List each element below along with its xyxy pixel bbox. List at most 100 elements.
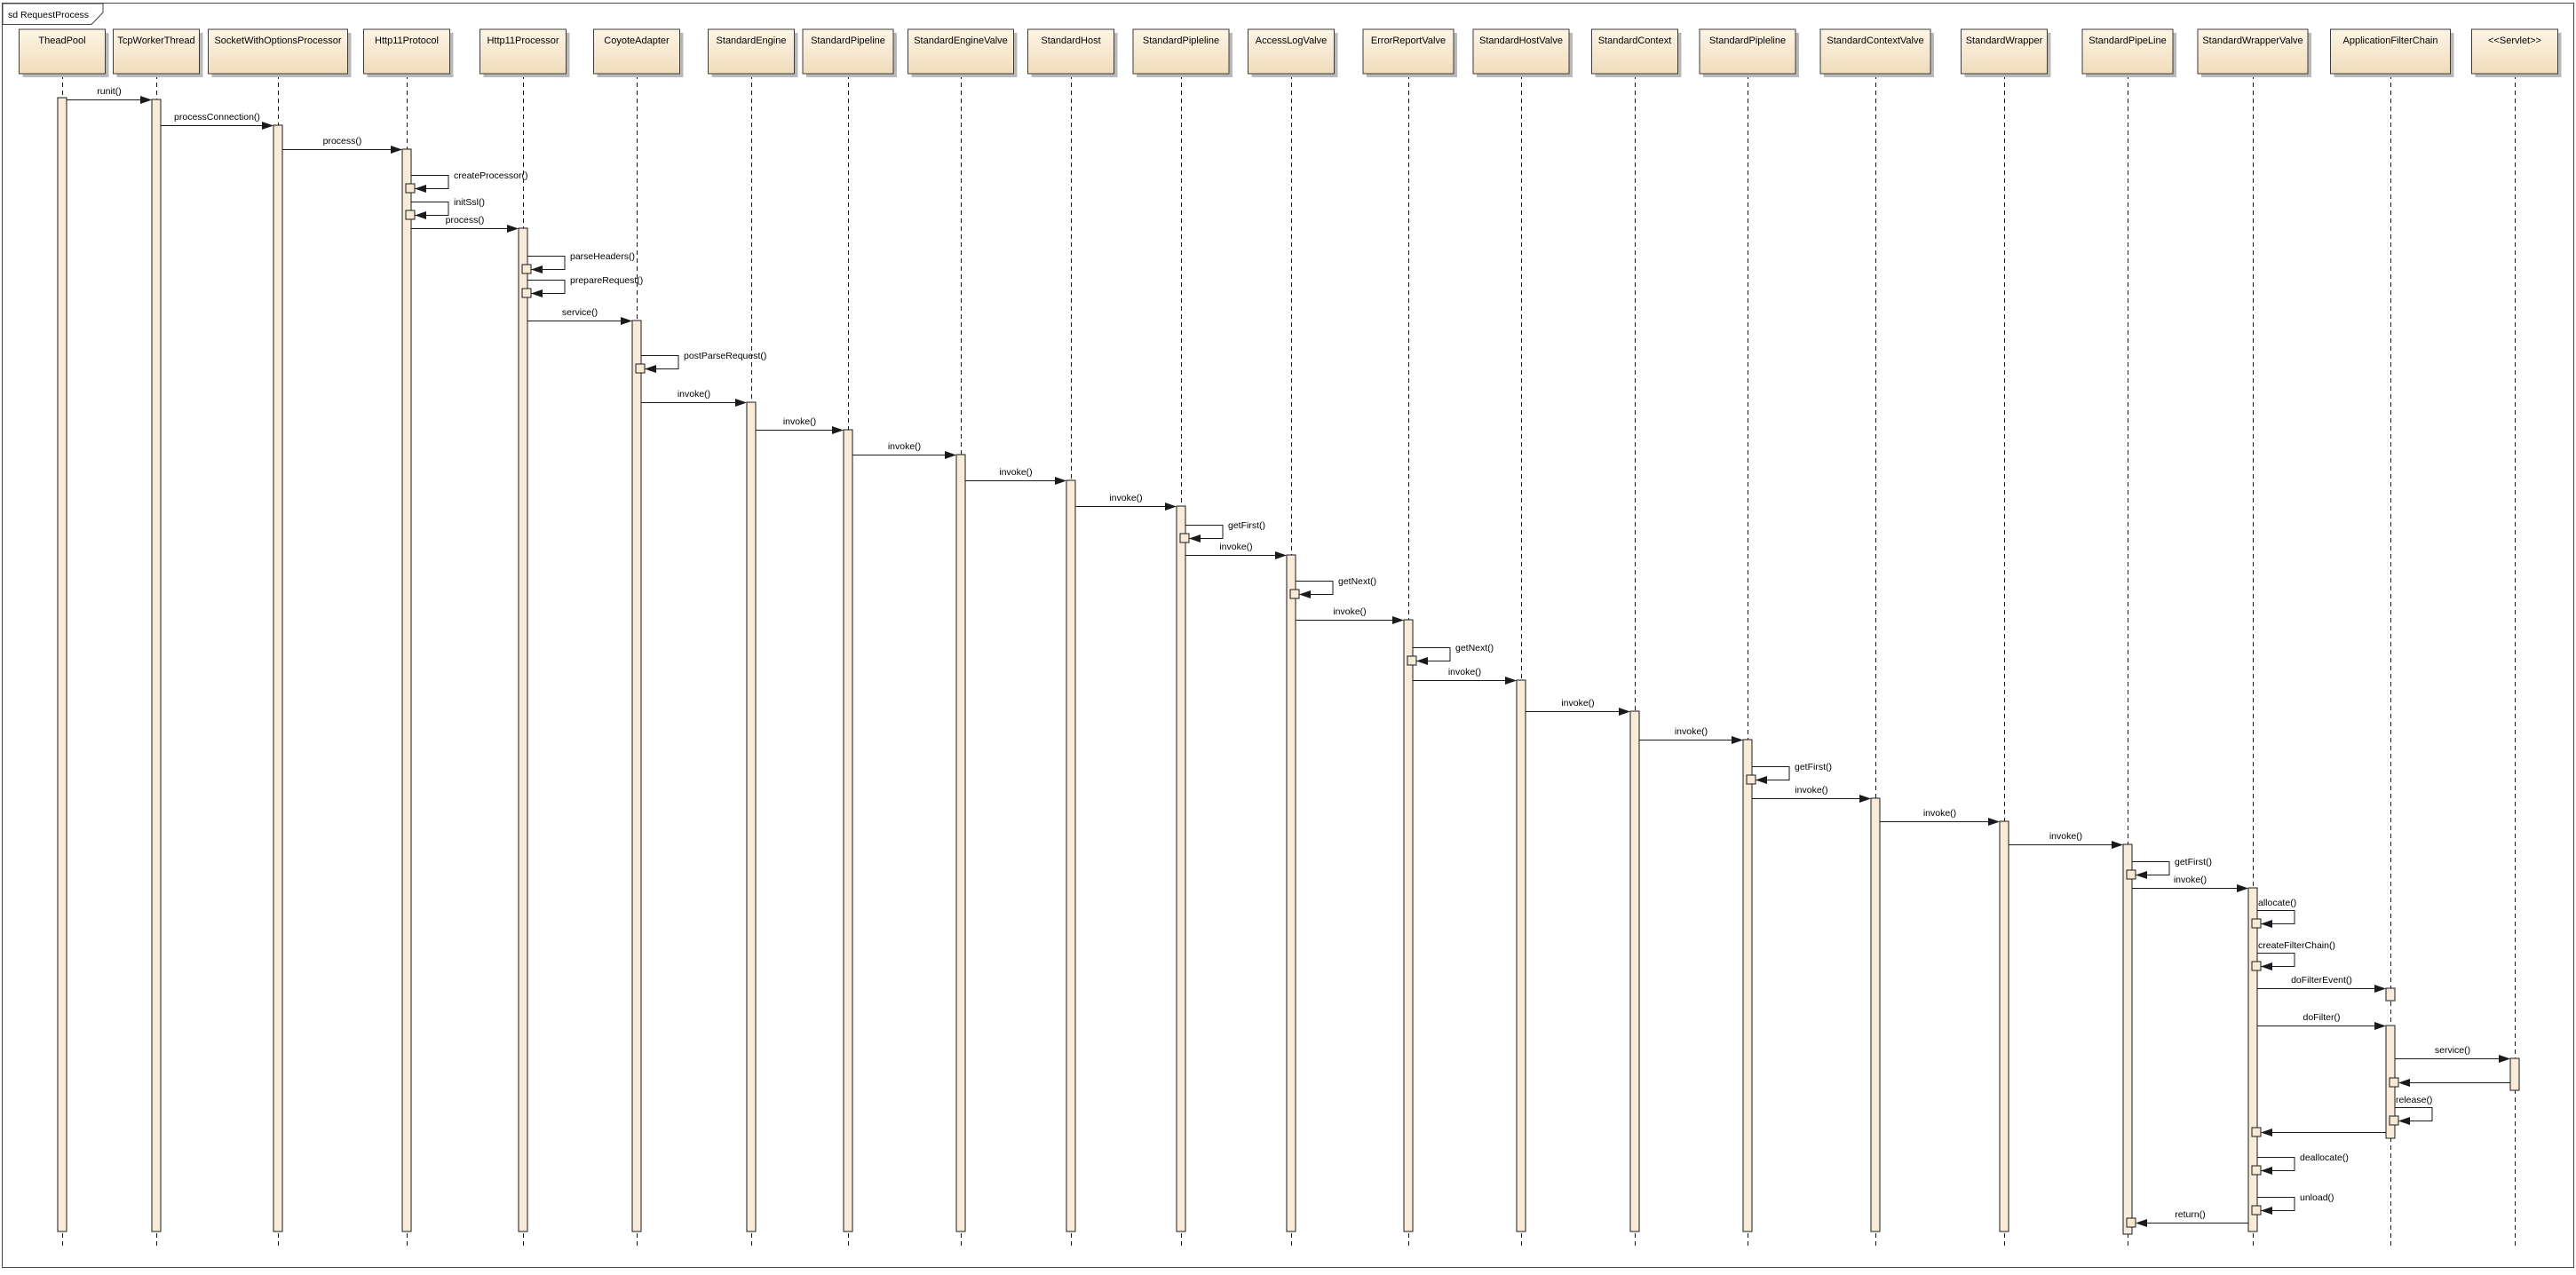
message-label[interactable]: deallocate() [2300,1152,2349,1163]
lifeline-head[interactable] [593,28,680,75]
self-message-loop[interactable] [411,202,449,216]
message-label[interactable]: getNext() [1338,576,1376,587]
lifeline-name: StandardPipeline [811,36,885,46]
lifeline-head[interactable] [1027,28,1114,75]
message: invoke() [1413,667,1517,685]
message-arrowhead [1055,477,1066,485]
activation-bar [518,227,528,1232]
message: invoke() [1639,726,1743,744]
self-message-loop[interactable] [527,280,566,294]
message-label[interactable]: invoke() [2174,875,2207,885]
message-label[interactable]: getFirst() [2175,857,2212,867]
message-label[interactable]: processConnection() [174,112,260,123]
lifeline-head[interactable] [113,28,200,75]
nested-activation-square [635,363,646,374]
message-label[interactable]: invoke() [2049,831,2082,842]
self-message-loop[interactable] [2132,861,2170,875]
message: getFirst() [1179,520,1265,543]
message-label[interactable]: invoke() [783,416,816,427]
message-label[interactable]: invoke() [1219,542,1252,552]
message-label[interactable]: createProcessor() [454,170,527,181]
lifeline-name: StandardHostValve [1479,36,1563,46]
message-arrowhead [645,365,656,373]
activation-bar [2247,887,2258,1232]
message-label[interactable]: unload() [2300,1192,2334,1203]
lifeline-head[interactable] [1132,28,1230,75]
lifeline-name: TheadPool [38,36,85,46]
message-label[interactable]: invoke() [678,389,710,400]
message-arrowhead [2374,985,2386,993]
message-label[interactable]: invoke() [1561,698,1594,709]
self-message-loop[interactable] [2257,953,2295,967]
message-label[interactable]: return() [2175,1209,2205,1220]
message-label[interactable]: prepareRequest() [570,275,643,286]
message: release() [2389,1095,2433,1126]
lifeline-head[interactable] [2330,28,2451,75]
message-label[interactable]: invoke() [1795,785,1827,796]
lifeline: StandardHost [1027,28,1118,77]
message-label[interactable]: process() [323,136,362,147]
lifeline-head[interactable] [1591,28,1678,75]
self-message-loop[interactable] [527,256,566,270]
message-label[interactable]: invoke() [1923,808,1956,819]
lifeline-head[interactable] [1819,28,1931,75]
message-label[interactable]: getNext() [1455,643,1494,653]
self-message-loop[interactable] [2257,910,2295,924]
message-label[interactable]: postParseRequest() [684,351,766,361]
message-label[interactable]: getFirst() [1228,520,1265,531]
lifeline-head[interactable] [1699,28,1796,75]
message-label[interactable]: runit() [97,86,121,97]
self-message-loop[interactable] [2395,1107,2433,1121]
self-message-loop[interactable] [1752,766,1790,780]
self-message-loop[interactable] [2257,1197,2295,1211]
lifeline-name: StandardPipleline [1709,36,1786,46]
lifeline: <<Servlet>> [2471,28,2562,77]
activation-bar [955,454,966,1232]
lifeline-head[interactable] [1472,28,1570,75]
self-message-loop[interactable] [411,175,449,189]
lifeline: TcpWorkerThread [113,28,203,77]
message-label[interactable]: getFirst() [1795,762,1832,772]
self-message-loop[interactable] [1413,647,1451,661]
message-label[interactable]: invoke() [1448,667,1481,677]
nested-activation-square [2126,1217,2136,1228]
message-label[interactable]: service() [2435,1045,2470,1056]
activation-bar [1066,479,1076,1232]
lifeline-head[interactable] [802,28,894,75]
activation-bar [1629,710,1640,1232]
message-label[interactable]: invoke() [999,467,1032,478]
message-label[interactable]: createFilterChain() [2258,940,2335,951]
message-label[interactable]: invoke() [1109,493,1142,503]
message-label[interactable]: parseHeaders() [570,251,635,262]
self-message-loop[interactable] [2257,1157,2295,1171]
message-label[interactable]: doFilter() [2303,1012,2340,1023]
self-message-loop[interactable] [1296,581,1334,595]
message-label[interactable]: doFilterEvent() [2291,975,2352,986]
lifeline-head[interactable] [2471,28,2558,75]
message: deallocate() [2251,1152,2349,1176]
message-arrowhead [2261,1207,2272,1215]
message-label[interactable]: allocate() [2258,898,2296,908]
lifeline-head[interactable] [1961,28,2048,75]
message-label[interactable]: invoke() [1675,726,1708,737]
lifeline-head[interactable] [363,28,450,75]
lifeline-head[interactable] [2197,28,2309,75]
message-label[interactable]: release() [2396,1095,2432,1105]
lifeline-head[interactable] [1362,28,1454,75]
lifeline-head[interactable] [708,28,795,75]
lifeline-head[interactable] [208,28,348,75]
message-label[interactable]: process() [446,215,485,226]
lifeline-head[interactable] [19,28,106,75]
lifeline-head[interactable] [1248,28,1335,75]
lifeline-head[interactable] [2081,28,2174,75]
lifeline-head[interactable] [908,28,1014,75]
message-label[interactable]: initSsl() [454,197,485,208]
message-label[interactable]: invoke() [1333,606,1366,617]
nested-activation-square [521,264,532,274]
message-label[interactable]: service() [562,307,598,318]
self-message-loop[interactable] [1185,525,1224,539]
message-label[interactable]: invoke() [888,441,921,452]
message: doFilter() [2257,1012,2386,1030]
lifeline-head[interactable] [480,28,567,75]
self-message-loop[interactable] [641,355,679,369]
